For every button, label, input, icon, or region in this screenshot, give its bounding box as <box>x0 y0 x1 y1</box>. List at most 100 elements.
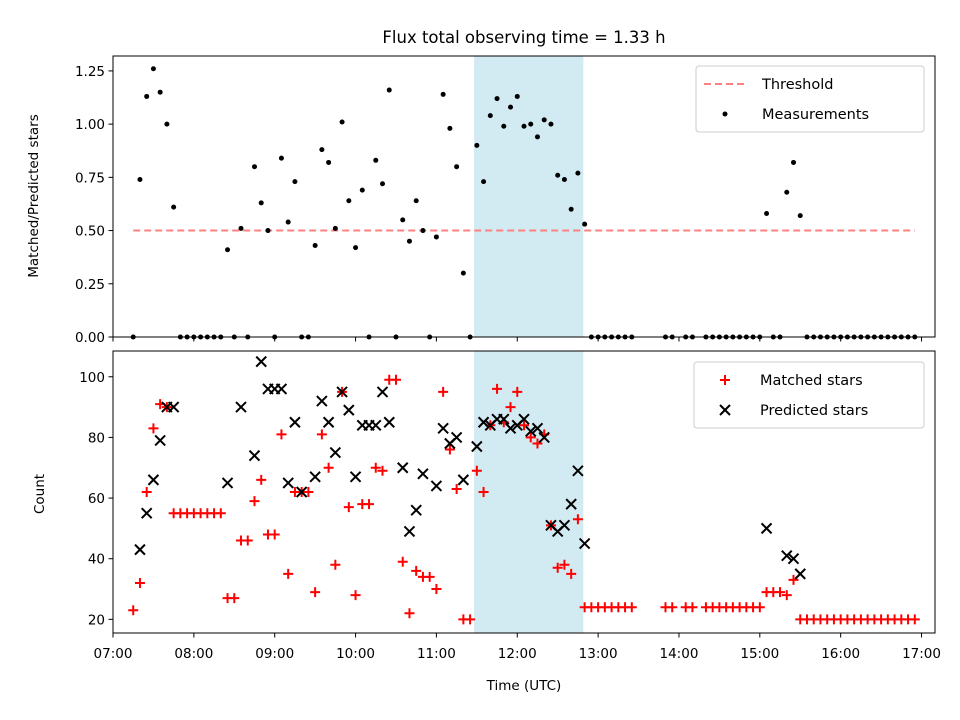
matched-star-point <box>364 499 375 510</box>
predicted-star-point <box>295 486 308 498</box>
measurement-point <box>440 91 446 97</box>
measurement-point <box>460 270 466 276</box>
matched-star-point <box>572 514 583 525</box>
predicted-star-point <box>275 383 288 395</box>
predicted-star-point <box>417 468 429 480</box>
measurement-point <box>555 172 561 178</box>
predicted-star-point <box>794 568 806 580</box>
measurement-point <box>400 217 406 223</box>
measurement-point <box>326 159 332 165</box>
count-legend: Matched stars Predicted stars <box>693 361 925 429</box>
measurement-point <box>494 96 500 102</box>
predicted-star-point <box>316 395 328 407</box>
measurement-point <box>406 238 412 244</box>
measurement-point <box>454 164 460 170</box>
predicted-star-point <box>329 446 342 459</box>
count-x-tick-label: 08:00 <box>174 646 213 662</box>
matched-star-point <box>781 590 792 601</box>
count-x-tick-label: 15:00 <box>740 646 779 662</box>
matched-star-point <box>343 502 354 513</box>
matched-star-point <box>667 602 678 613</box>
measurement-point <box>797 213 803 219</box>
count-y-tick-label: 100 <box>79 370 105 386</box>
measurement-point <box>150 66 156 72</box>
measurement-point <box>764 211 770 217</box>
predicted-star-point <box>134 543 146 556</box>
matched-star-point <box>128 605 139 616</box>
count-x-tick-label: 12:00 <box>498 646 537 662</box>
predicted-star-point <box>322 416 335 428</box>
measurement-point <box>238 225 244 231</box>
matched-star-point <box>323 462 334 473</box>
measurement-point <box>521 123 527 129</box>
predicted-star-point <box>471 440 483 453</box>
ratio-y-tick-label: 1.25 <box>75 64 105 80</box>
ratio-legend: Threshold Measurements <box>695 65 925 133</box>
matched-star-point <box>330 559 341 570</box>
ratio-axes-frame <box>112 55 936 338</box>
predicted-star-point <box>538 431 550 444</box>
measurement-point <box>487 113 493 119</box>
measurement-point <box>346 198 352 204</box>
count-y-tick-label: 40 <box>88 552 105 568</box>
measurement-point <box>285 219 291 225</box>
measurement-point <box>474 142 480 148</box>
measurement-point <box>481 179 487 185</box>
measurement-point <box>164 121 170 127</box>
matched-star-point <box>229 593 240 604</box>
legend-matched-label: Matched stars <box>760 373 863 389</box>
matched-star-point <box>283 568 294 579</box>
predicted-star-point <box>410 504 422 516</box>
measurement-point <box>312 242 318 248</box>
matched-star-point <box>505 402 516 413</box>
measurement-point <box>359 187 365 193</box>
count-x-label: Time (UTC) <box>486 678 562 694</box>
predicted-star-point <box>518 413 530 425</box>
matched-star-point <box>431 584 442 595</box>
matched-star-point <box>471 465 482 476</box>
predicted-stars-points <box>134 355 806 580</box>
measurement-point <box>784 189 790 195</box>
measurement-point <box>420 228 426 234</box>
measurement-point <box>433 234 439 240</box>
measurement-point <box>386 87 392 93</box>
measurement-point <box>144 93 150 99</box>
matched-star-point <box>303 487 314 497</box>
chart-title: Flux total observing time = 1.33 h <box>382 28 665 47</box>
matched-star-point <box>444 444 455 455</box>
matched-star-point <box>754 602 765 613</box>
measurement-point <box>514 93 520 99</box>
measurement-point <box>332 225 338 231</box>
observing-window-span <box>474 56 584 337</box>
count-y-label: Count <box>32 474 48 514</box>
measurement-point <box>541 117 547 123</box>
predicted-star-point <box>531 422 544 435</box>
ratio-y-tick-label: 1.00 <box>75 117 105 133</box>
legend-predicted-label: Predicted stars <box>760 403 868 419</box>
matched-star-point <box>451 483 462 494</box>
predicted-star-point <box>450 431 463 444</box>
predicted-star-point <box>349 471 362 483</box>
matched-star-point <box>310 587 321 598</box>
measurement-point <box>380 181 386 187</box>
ratio-panel: 0.00 0.25 0.50 0.75 1.00 1.25 Matched/Predict… <box>26 55 936 346</box>
measurement-point <box>548 121 554 127</box>
measurement-point <box>319 147 325 153</box>
matched-star-point <box>909 614 920 625</box>
measurement-point <box>225 247 231 253</box>
matched-star-point <box>566 568 577 579</box>
matched-star-point <box>141 487 152 497</box>
measurement-point <box>292 179 298 185</box>
measurement-point <box>137 176 143 182</box>
predicted-star-point <box>437 422 449 435</box>
matched-star-point <box>775 587 786 598</box>
predicted-star-point <box>370 419 382 431</box>
legend-measurements-swatch <box>722 111 728 117</box>
matched-star-point <box>404 608 415 619</box>
predicted-star-point <box>565 498 577 510</box>
count-axes-frame <box>112 350 936 634</box>
measurement-point <box>582 221 588 227</box>
predicted-star-point <box>255 355 267 368</box>
matched-star-point <box>215 508 226 519</box>
